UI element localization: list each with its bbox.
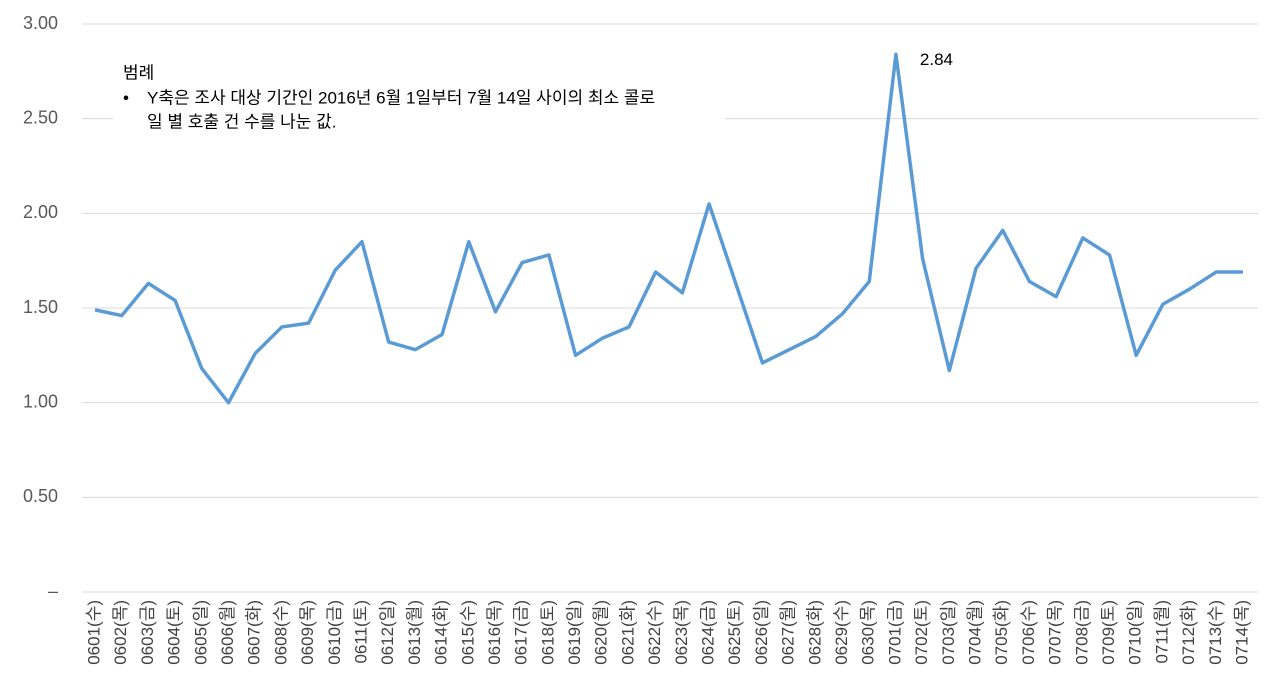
- x-tick-label: 0610(금): [325, 600, 344, 665]
- x-tick-label: 0619(일): [565, 600, 584, 665]
- x-tick-label: 0603(금): [138, 600, 157, 665]
- x-tick-label: 0701(금): [885, 600, 904, 665]
- x-tick-label: 0612(일): [378, 600, 397, 665]
- x-tick-label: 0629(수): [832, 600, 851, 665]
- y-tick-label: 1.50: [23, 297, 58, 317]
- x-tick-label: 0611(토): [351, 600, 370, 664]
- x-tick-label: 0620(월): [592, 600, 611, 665]
- note-bullet: •: [123, 88, 129, 107]
- x-tick-label: 0702(토): [912, 600, 931, 665]
- x-tick-label: 0711(월): [1152, 600, 1171, 664]
- y-tick-label: 1.00: [23, 391, 58, 411]
- x-tick-label: 0621(화): [618, 600, 637, 665]
- x-tick-label: 0617(금): [512, 600, 531, 665]
- x-tick-label: 0628(화): [805, 600, 824, 665]
- x-tick-label: 0706(수): [1019, 600, 1038, 665]
- y-tick-label: 2.50: [23, 107, 58, 127]
- x-tick-label: 0703(일): [939, 600, 958, 665]
- x-tick-label: 0607(화): [245, 600, 264, 665]
- x-tick-label: 0615(수): [458, 600, 477, 665]
- note-line: 일 별 호출 건 수를 나눈 값.: [147, 112, 336, 131]
- x-tick-label: 0608(수): [271, 600, 290, 665]
- y-tick-label: 3.00: [23, 13, 58, 33]
- note-box: [113, 58, 725, 138]
- x-tick-label: 0712(화): [1179, 600, 1198, 665]
- x-tick-label: 0616(목): [485, 600, 504, 665]
- data-label: 2.84: [920, 50, 953, 69]
- y-tick-label: –: [48, 581, 58, 601]
- x-tick-label: 0713(수): [1206, 600, 1225, 665]
- x-tick-label: 0708(금): [1072, 600, 1091, 665]
- x-tick-label: 0709(토): [1099, 600, 1118, 665]
- x-tick-label: 0625(토): [725, 600, 744, 665]
- x-tick-label: 0605(일): [191, 600, 210, 665]
- x-tick-label: 0623(목): [672, 600, 691, 665]
- y-tick-label: 2.00: [23, 202, 58, 222]
- x-tick-label: 0614(화): [432, 600, 451, 665]
- x-tick-label: 0618(토): [538, 600, 557, 665]
- note-title: 범례: [123, 63, 154, 82]
- x-tick-label: 0630(목): [859, 600, 878, 665]
- y-tick-label: 0.50: [23, 486, 58, 506]
- x-tick-label: 0604(토): [165, 600, 184, 665]
- x-tick-label: 0626(일): [752, 600, 771, 665]
- x-tick-label: 0705(화): [992, 600, 1011, 665]
- x-tick-label: 0714(목): [1232, 600, 1251, 665]
- data-line: [94, 52, 1243, 405]
- x-tick-label: 0601(수): [84, 600, 103, 665]
- x-tick-label: 0606(월): [218, 600, 237, 665]
- note-line: Y축은 조사 대상 기간인 2016년 6월 1일부터 7월 14일 사이의 최…: [147, 88, 655, 107]
- x-tick-label: 0707(목): [1046, 600, 1065, 665]
- x-tick-label: 0627(월): [779, 600, 798, 665]
- x-tick-label: 0613(월): [405, 600, 424, 665]
- x-tick-label: 0710(일): [1126, 600, 1145, 665]
- x-tick-label: 0624(금): [699, 600, 718, 665]
- x-tick-label: 0622(수): [645, 600, 664, 665]
- x-tick-label: 0602(목): [111, 600, 130, 665]
- x-tick-label: 0704(월): [966, 600, 985, 665]
- x-tick-label: 0609(목): [298, 600, 317, 665]
